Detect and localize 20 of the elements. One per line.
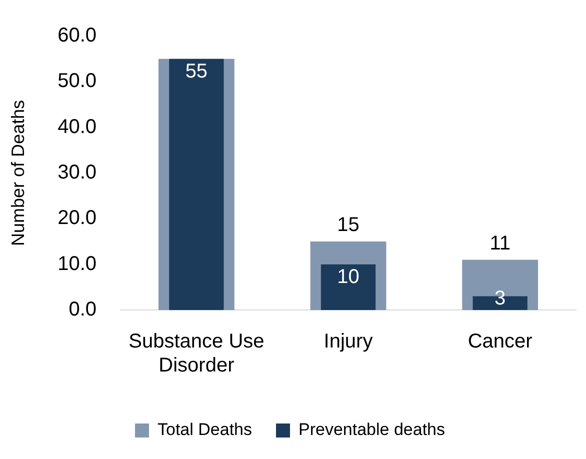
- data-label: 15: [337, 214, 360, 236]
- x-tick-label: Cancer: [468, 330, 533, 353]
- y-tick-label: 40.0: [58, 116, 97, 138]
- y-tick-label: 30.0: [58, 162, 97, 184]
- data-label: 55: [185, 60, 208, 82]
- x-tick-label: Injury: [324, 330, 373, 353]
- data-label: 10: [337, 266, 360, 288]
- bar: [320, 264, 376, 310]
- y-axis-title: Number of Deaths: [8, 100, 28, 246]
- y-tick-label: 50.0: [58, 70, 97, 92]
- y-tick-label: 0.0: [68, 298, 97, 321]
- legend-label: Preventable deaths: [298, 420, 445, 440]
- y-tick-label: 10.0: [58, 252, 97, 275]
- data-label: 11: [490, 232, 510, 254]
- y-tick-label: 60.0: [58, 24, 97, 47]
- x-tick-label: Substance Use Disorder: [128, 330, 264, 377]
- y-tick-label: 20.0: [58, 207, 97, 230]
- bar: [169, 58, 224, 310]
- legend-label: Total Deaths: [158, 420, 252, 440]
- data-label: 3: [494, 288, 506, 310]
